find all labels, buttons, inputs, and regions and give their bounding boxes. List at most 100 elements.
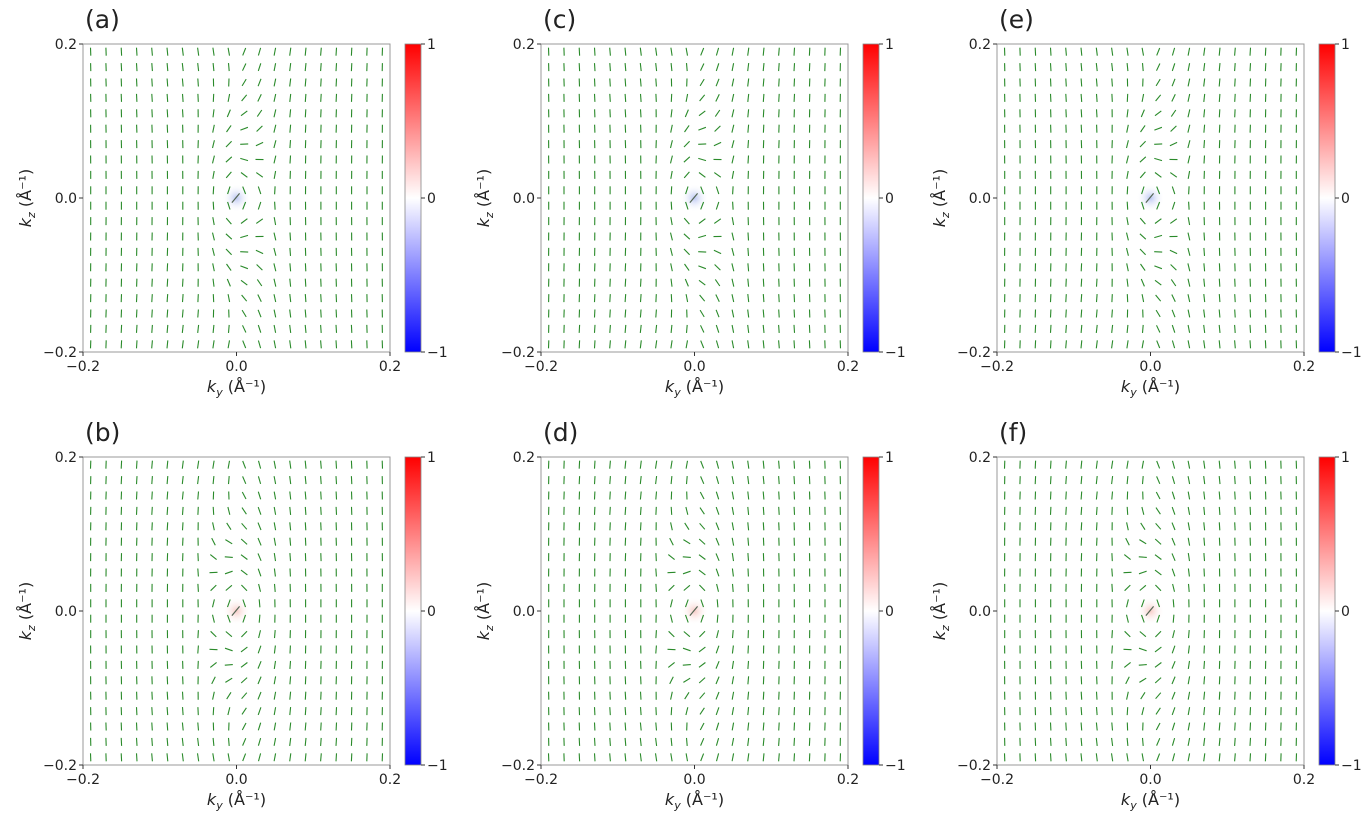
vector-arrow: [183, 707, 184, 715]
vector-arrow: [1235, 63, 1236, 71]
y-tick-label: −0.2: [43, 345, 77, 361]
vector-arrow: [1189, 202, 1190, 210]
vector-arrow: [213, 707, 214, 715]
vector-arrow: [321, 707, 322, 715]
vector-arrow: [182, 310, 183, 318]
vector-arrow: [198, 584, 199, 592]
vector-arrow: [1235, 461, 1236, 469]
vector-arrow: [763, 94, 764, 102]
vector-arrow: [1139, 557, 1147, 558]
vector-arrow: [1096, 79, 1097, 87]
y-axis-label: kz (Å⁻¹): [930, 582, 952, 640]
vector-arrow: [183, 294, 184, 302]
vector-arrow: [167, 738, 168, 746]
vector-arrow: [152, 79, 153, 87]
vector-arrow: [1081, 63, 1082, 71]
vector-arrow: [610, 63, 611, 71]
vector-arrow: [794, 461, 795, 469]
vector-arrow: [1235, 310, 1236, 318]
vector-arrow: [625, 109, 626, 117]
panel-label: (f): [999, 418, 1027, 447]
vector-arrow: [641, 94, 642, 102]
vector-arrow: [1204, 156, 1205, 164]
vector-arrow: [167, 294, 168, 302]
vector-arrow: [1081, 492, 1082, 500]
vector-arrow: [595, 461, 596, 469]
vector-arrow: [290, 263, 291, 271]
vector-arrow: [1143, 63, 1144, 71]
colorbar-tick-label: −1: [1341, 345, 1362, 361]
vector-arrow: [225, 665, 233, 666]
vector-arrow: [1250, 753, 1251, 761]
vector-arrow: [167, 692, 168, 700]
vector-arrow: [1066, 94, 1067, 102]
vector-arrow: [152, 707, 153, 715]
vector-arrow: [748, 140, 749, 148]
vector-arrow: [683, 665, 691, 666]
vector-arrow: [625, 310, 626, 318]
x-axis-label: ky (Å⁻¹): [1121, 377, 1180, 399]
vector-arrow: [1112, 569, 1113, 577]
vector-arrow: [763, 294, 764, 302]
vector-arrow: [137, 753, 138, 761]
y-tick-label: 0.0: [969, 604, 991, 620]
vector-arrow: [152, 492, 153, 500]
vector-arrow: [656, 723, 657, 731]
vector-arrow: [794, 340, 795, 348]
vector-arrow: [1219, 94, 1220, 102]
vector-arrow: [763, 707, 764, 715]
colorbar: [405, 44, 421, 352]
x-axis-label: ky (Å⁻¹): [207, 377, 266, 399]
y-tick-label: −0.2: [43, 758, 77, 774]
vector-arrow: [1235, 94, 1236, 102]
vector-arrow: [336, 325, 337, 333]
vector-arrow: [1127, 507, 1128, 515]
vector-arrow: [167, 723, 168, 731]
vector-arrow: [1204, 125, 1205, 133]
vector-arrow: [1081, 310, 1082, 318]
panel-label: (a): [85, 5, 120, 34]
vector-arrow: [1235, 753, 1236, 761]
vector-arrow: [183, 94, 184, 102]
vector-arrow: [137, 48, 138, 56]
vector-arrow: [1097, 109, 1098, 117]
vector-arrow: [1235, 738, 1236, 746]
vector-arrow: [152, 461, 153, 469]
vector-arrow: [1066, 461, 1067, 469]
vector-arrow: [152, 723, 153, 731]
vector-arrow: [625, 738, 626, 746]
x-axis-label: ky (Å⁻¹): [665, 377, 724, 399]
vector-arrow: [290, 538, 291, 546]
x-tick-label: 0.2: [1293, 772, 1315, 788]
vector-arrow: [1051, 48, 1052, 56]
colorbar-tick-label: 1: [1341, 37, 1350, 53]
y-axis-label: kz (Å⁻¹): [474, 169, 496, 227]
vector-arrow: [213, 507, 214, 515]
vector-arrow: [321, 79, 322, 87]
vector-arrow: [152, 507, 153, 515]
vector-arrow: [1219, 507, 1220, 515]
y-axis-label: kz (Å⁻¹): [16, 582, 38, 640]
vector-arrow: [1066, 753, 1067, 761]
y-tick-label: 0.0: [55, 191, 77, 207]
vector-arrow: [152, 310, 153, 318]
vector-arrow: [305, 294, 306, 302]
x-tick-label: 0.0: [683, 772, 705, 788]
vector-arrow: [167, 476, 168, 484]
vector-arrow: [321, 94, 322, 102]
vector-arrow: [1051, 340, 1052, 348]
vector-arrow: [1173, 599, 1174, 607]
vector-arrow: [182, 79, 183, 87]
vector-arrow: [198, 723, 199, 731]
vector-arrow: [794, 63, 795, 71]
vector-arrow: [779, 476, 780, 484]
panel-label: (e): [999, 5, 1034, 34]
vector-arrow: [779, 79, 780, 87]
vector-arrow: [167, 79, 168, 87]
vector-arrow: [794, 753, 795, 761]
vector-arrow: [1051, 753, 1052, 761]
vector-arrow: [1081, 109, 1082, 117]
